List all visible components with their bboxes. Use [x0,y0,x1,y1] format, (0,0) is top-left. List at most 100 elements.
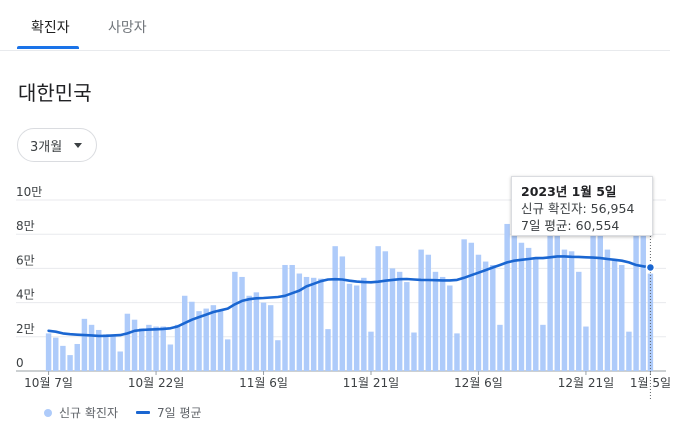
case-bar[interactable] [346,283,353,371]
case-bar[interactable] [289,264,295,371]
case-bar[interactable] [88,324,95,371]
legend-item-line[interactable]: 7일 평균 [136,404,202,421]
case-bar[interactable] [81,318,88,371]
case-bar[interactable] [540,324,546,371]
case-bar[interactable] [96,329,102,371]
case-bar[interactable] [103,334,109,371]
case-bar[interactable] [597,223,603,371]
case-bar[interactable] [131,319,138,371]
x-tick-label: 11월 21일 [343,376,399,390]
case-bar[interactable] [619,264,625,371]
case-bar[interactable] [253,292,260,371]
case-bar[interactable] [246,295,252,371]
x-tick-label: 10월 7일 [24,376,73,390]
case-bar[interactable] [633,220,639,371]
case-bar[interactable] [303,276,310,371]
case-bar[interactable] [339,256,346,371]
case-bar[interactable] [282,264,288,371]
case-bar[interactable] [604,249,611,371]
case-bar[interactable] [490,264,496,371]
hover-tooltip: 2023년 1월 5일 신규 확진자: 56,954 7일 평균: 60,554 [511,176,653,236]
case-bar[interactable] [454,333,460,371]
case-bar[interactable] [189,301,195,371]
case-bar[interactable] [275,340,281,371]
case-bar[interactable] [124,313,131,371]
case-bar[interactable] [196,311,202,371]
case-bar[interactable] [361,277,367,371]
case-bar[interactable] [217,309,224,371]
case-bar[interactable] [611,259,618,371]
case-bar[interactable] [146,324,152,371]
case-bar[interactable] [45,333,52,371]
case-bar[interactable] [318,278,324,371]
case-bar[interactable] [554,225,560,371]
case-bar[interactable] [368,331,374,371]
case-bar[interactable] [583,326,589,371]
case-bar[interactable] [260,302,267,371]
case-bar[interactable] [210,305,217,371]
case-bar[interactable] [325,329,331,371]
case-bar[interactable] [533,258,539,371]
case-bar[interactable] [332,246,338,371]
case-bar[interactable] [497,324,503,371]
case-bar[interactable] [117,351,123,371]
case-bar[interactable] [167,344,174,371]
case-bar[interactable] [411,332,417,371]
case-bar[interactable] [475,254,482,371]
case-bar[interactable] [425,254,432,371]
case-bar[interactable] [181,295,188,371]
case-bar[interactable] [203,308,209,371]
caret-down-icon [74,143,82,148]
case-bar[interactable] [60,345,66,371]
case-bar[interactable] [375,246,381,371]
case-bar[interactable] [174,324,181,371]
case-bar[interactable] [418,249,424,371]
x-tick-label: 12월 6일 [454,376,503,390]
case-bar[interactable] [482,261,489,371]
case-bar[interactable] [461,239,467,371]
tab-deaths[interactable]: 사망자 [108,20,147,36]
legend-label-line: 7일 평균 [157,406,202,420]
case-bar[interactable] [504,223,510,371]
case-bar[interactable] [626,331,632,371]
case-bar[interactable] [525,247,532,371]
y-tick-label: 10만 [16,185,42,199]
case-bar[interactable] [576,271,582,371]
legend-item-bars[interactable]: 신규 확진자 [44,404,118,421]
case-bar[interactable] [547,227,553,371]
cases-chart[interactable]: 0 2만 4만 6만 8만 10만 10월 7일 10월 22일 11월 6일 11월 21일 1… [0,185,677,400]
time-range-dropdown[interactable]: 3개월 [17,128,97,162]
case-bar[interactable] [382,251,389,371]
case-bar[interactable] [561,249,568,371]
case-bar[interactable] [518,242,525,371]
x-axis-ticks: 10월 7일 10월 22일 11월 6일 11월 21일 12월 6일 12월 21일 1… [24,371,671,390]
case-bar[interactable] [224,339,231,371]
case-bar[interactable] [590,220,596,371]
case-bar[interactable] [160,326,166,371]
case-bar[interactable] [153,326,159,371]
case-bar[interactable] [139,328,145,371]
case-bar[interactable] [647,273,654,371]
case-bar[interactable] [67,355,73,371]
case-bar[interactable] [110,335,116,371]
case-bar[interactable] [232,271,238,371]
case-bar[interactable] [396,271,403,371]
case-bar[interactable] [404,282,410,371]
case-bar[interactable] [353,285,360,372]
case-bar[interactable] [447,285,453,372]
case-bar[interactable] [296,273,303,371]
case-bar[interactable] [239,276,245,371]
case-bar[interactable] [468,242,475,371]
tooltip-new-cases: 신규 확진자: 56,954 [521,201,635,216]
case-bar[interactable] [53,337,59,371]
case-bar[interactable] [432,271,439,371]
case-bar[interactable] [568,251,575,371]
case-bar[interactable] [439,276,446,371]
tab-cases[interactable]: 확진자 [31,20,70,36]
case-bar[interactable] [640,235,646,371]
case-bar[interactable] [310,277,317,371]
case-bar[interactable] [267,305,274,371]
case-bar[interactable] [511,230,518,371]
case-bar[interactable] [389,268,396,371]
case-bar[interactable] [74,343,80,371]
